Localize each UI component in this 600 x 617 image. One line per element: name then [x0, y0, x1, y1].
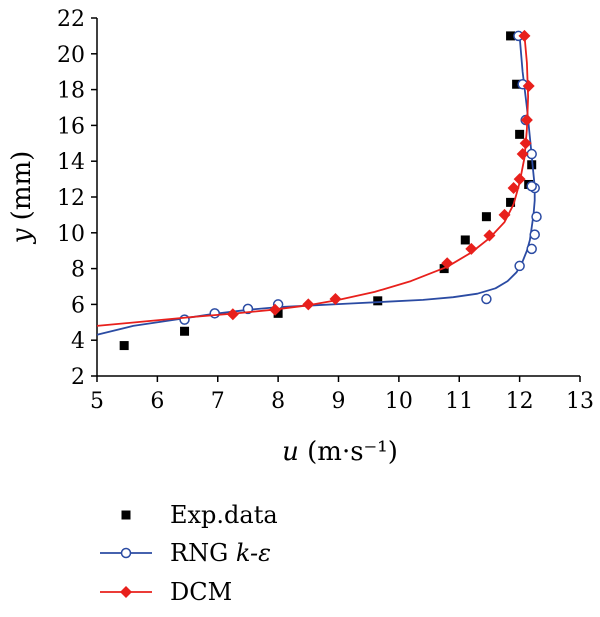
data-point	[526, 243, 537, 255]
data-point	[179, 314, 190, 325]
data-point	[481, 293, 492, 305]
data-point	[119, 341, 129, 351]
data-point	[269, 303, 282, 316]
x-tick-label: 7	[211, 389, 225, 414]
legend-marker	[120, 547, 132, 559]
data-point	[506, 31, 516, 41]
data-point	[526, 181, 537, 192]
data-point	[519, 137, 532, 150]
series-line	[96, 35, 529, 327]
series-2	[96, 29, 535, 327]
data-point	[329, 293, 342, 306]
data-point	[522, 80, 535, 93]
x-tick-label: 11	[445, 389, 473, 414]
x-tick-label: 9	[332, 389, 346, 414]
legend-item: Exp.data	[121, 501, 278, 529]
data-point	[507, 182, 520, 195]
axes: 5 6 7 8 9 10 11 12 13 2 4 6 8 10 12 14 16 18 20 22	[57, 7, 594, 414]
legend-marker	[121, 510, 131, 520]
data-point	[465, 242, 478, 255]
data-point	[531, 211, 542, 222]
data-point	[273, 308, 283, 318]
legend-label: Exp.data	[170, 501, 278, 529]
y-tick-label: 22	[57, 7, 85, 32]
y-axis-label: y (mm)	[7, 151, 37, 245]
data-point	[520, 114, 533, 127]
x-tick-label: 13	[566, 389, 594, 414]
y-tick-label: 2	[71, 365, 85, 390]
data-point	[441, 257, 454, 270]
y-tick-label: 16	[57, 114, 85, 139]
legend-label: RNG k-ε	[170, 539, 271, 567]
y-tick-label: 6	[71, 293, 85, 318]
data-point	[506, 197, 516, 207]
y-tick-label: 18	[57, 79, 85, 104]
data-point	[373, 296, 383, 306]
legend-item: RNG k-ε	[100, 539, 271, 567]
y-tick-label: 14	[57, 150, 85, 175]
legend: Exp.data RNG k-ε DCM	[100, 501, 278, 606]
legend-item: DCM	[100, 578, 232, 606]
x-tick-label: 5	[90, 389, 104, 414]
data-point	[226, 308, 239, 321]
data-point	[518, 29, 531, 42]
data-point	[513, 173, 526, 186]
y-tick-label: 10	[57, 222, 85, 247]
series-layer	[96, 29, 542, 351]
data-point	[209, 308, 220, 319]
data-point	[514, 260, 525, 272]
data-point	[302, 298, 315, 311]
data-point	[516, 148, 529, 161]
y-tick-label: 20	[57, 43, 85, 68]
data-point	[483, 229, 496, 242]
y-tick-label: 8	[71, 258, 85, 283]
x-tick-label: 10	[385, 389, 413, 414]
data-point	[515, 129, 525, 139]
series-line	[96, 35, 536, 336]
x-axis-label: u (m·s⁻¹)	[282, 437, 398, 467]
y-tick-label: 4	[71, 329, 85, 354]
data-point	[529, 229, 540, 240]
series-1	[96, 30, 542, 336]
x-tick-label: 8	[271, 389, 285, 414]
data-point	[498, 208, 511, 221]
data-point	[481, 212, 491, 222]
y-tick-label: 12	[57, 186, 85, 211]
x-tick-label: 12	[506, 389, 534, 414]
data-point	[180, 326, 190, 336]
legend-label: DCM	[170, 578, 232, 606]
data-point	[460, 235, 470, 245]
legend-marker	[120, 586, 132, 598]
x-tick-label: 6	[150, 389, 164, 414]
data-point	[512, 79, 522, 89]
